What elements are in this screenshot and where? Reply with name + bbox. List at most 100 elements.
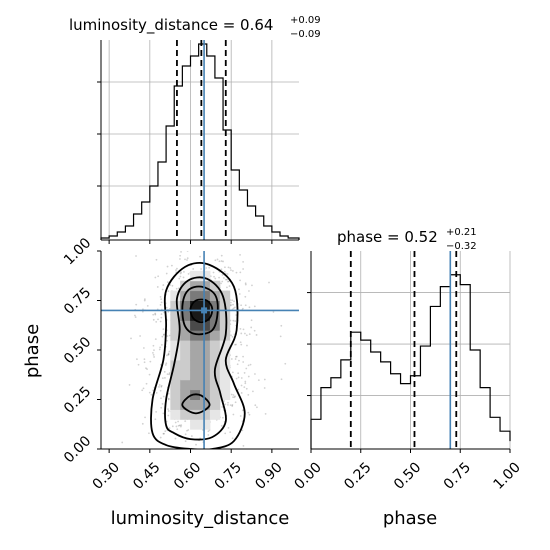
density-cell	[190, 359, 201, 371]
scatter-point	[248, 306, 251, 309]
scatter-point	[121, 441, 124, 444]
density-cell	[200, 379, 211, 391]
scatter-point	[154, 313, 157, 316]
density-contour	[189, 298, 214, 324]
density-cell	[170, 369, 181, 381]
scatter-point	[161, 335, 164, 338]
scatter-point	[218, 276, 220, 279]
density-cell	[219, 320, 231, 331]
scatter-point	[228, 229, 230, 231]
scatter-point	[263, 387, 266, 389]
scatter-point	[235, 271, 238, 274]
scatter-point	[220, 282, 222, 285]
scatter-point	[230, 334, 232, 337]
scatter-point	[222, 260, 224, 263]
scatter-point	[227, 403, 229, 406]
density-cell	[200, 290, 211, 301]
scatter-point	[234, 401, 237, 404]
scatter-point	[175, 287, 178, 290]
scatter-point	[160, 298, 163, 300]
scatter-point	[224, 432, 227, 435]
scatter-point	[159, 295, 162, 298]
scatter-point	[161, 402, 164, 405]
density-cell	[209, 399, 221, 410]
density-cell	[170, 300, 181, 311]
scatter-point	[157, 275, 160, 278]
scatter-point	[152, 313, 155, 316]
scatter-point	[235, 377, 238, 380]
luminosity-distance-histogram-panel	[97, 40, 300, 244]
scatter-point	[168, 350, 171, 353]
scatter-point	[244, 380, 247, 383]
density-cell	[180, 409, 191, 420]
scatter-point	[234, 306, 236, 309]
scatter-point	[169, 284, 172, 286]
scatter-point	[185, 229, 187, 231]
scatter-point	[232, 396, 234, 399]
scatter-point	[239, 341, 242, 344]
density-cell	[200, 330, 211, 341]
scatter-point	[175, 425, 178, 428]
scatter-point	[154, 312, 157, 315]
scatter-point	[192, 268, 195, 270]
scatter-point	[155, 258, 158, 261]
scatter-point	[239, 415, 242, 417]
scatter-point	[212, 271, 215, 274]
scatter-point	[204, 474, 206, 476]
scatter-point	[234, 320, 237, 322]
density-cell	[200, 369, 211, 381]
scatter-point	[184, 440, 187, 443]
scatter-point	[226, 286, 228, 289]
scatter-point	[162, 412, 165, 415]
scatter-point	[248, 413, 251, 416]
density-cell	[190, 399, 201, 410]
scatter-point	[160, 316, 163, 319]
scatter-point	[186, 251, 189, 252]
scatter-point	[234, 343, 236, 346]
density-cell	[190, 419, 201, 430]
scatter-point	[213, 231, 215, 233]
phase-title-upper: +0.21	[446, 227, 477, 238]
scatter-point	[232, 307, 235, 310]
density-contour	[150, 262, 246, 449]
scatter-point	[190, 435, 193, 437]
scatter-point	[177, 420, 179, 423]
scatter-point	[247, 364, 250, 367]
density-contour	[164, 276, 228, 441]
scatter-point	[162, 328, 165, 331]
joint-xtick-label: 0.45	[130, 459, 163, 492]
scatter-point	[224, 246, 226, 248]
scatter-point	[148, 432, 150, 435]
scatter-point	[136, 358, 138, 361]
scatter-point	[240, 377, 243, 379]
scatter-point	[230, 393, 233, 396]
scatter-point	[209, 464, 211, 466]
scatter-point	[216, 258, 219, 261]
density-cell	[200, 350, 211, 361]
density-cell	[219, 290, 231, 301]
scatter-point	[223, 270, 226, 273]
density-cell	[200, 300, 211, 311]
density-cell	[219, 389, 231, 400]
scatter-point	[182, 276, 185, 279]
scatter-point	[231, 405, 234, 407]
scatter-point	[248, 333, 251, 336]
scatter-point	[160, 384, 163, 387]
scatter-point	[184, 433, 187, 436]
scatter-point	[158, 384, 161, 386]
scatter-point	[241, 307, 244, 310]
scatter-point	[238, 293, 241, 295]
scatter-point	[239, 271, 242, 274]
scatter-point	[230, 269, 232, 272]
scatter-point	[172, 456, 174, 458]
density-cell	[170, 359, 181, 371]
density-cell	[219, 340, 231, 351]
scatter-point	[246, 450, 248, 452]
scatter-point	[143, 361, 146, 364]
scatter-point	[159, 436, 162, 439]
scatter-point	[171, 425, 174, 428]
scatter-point	[168, 334, 171, 337]
scatter-point	[244, 295, 247, 298]
scatter-point	[203, 464, 205, 466]
